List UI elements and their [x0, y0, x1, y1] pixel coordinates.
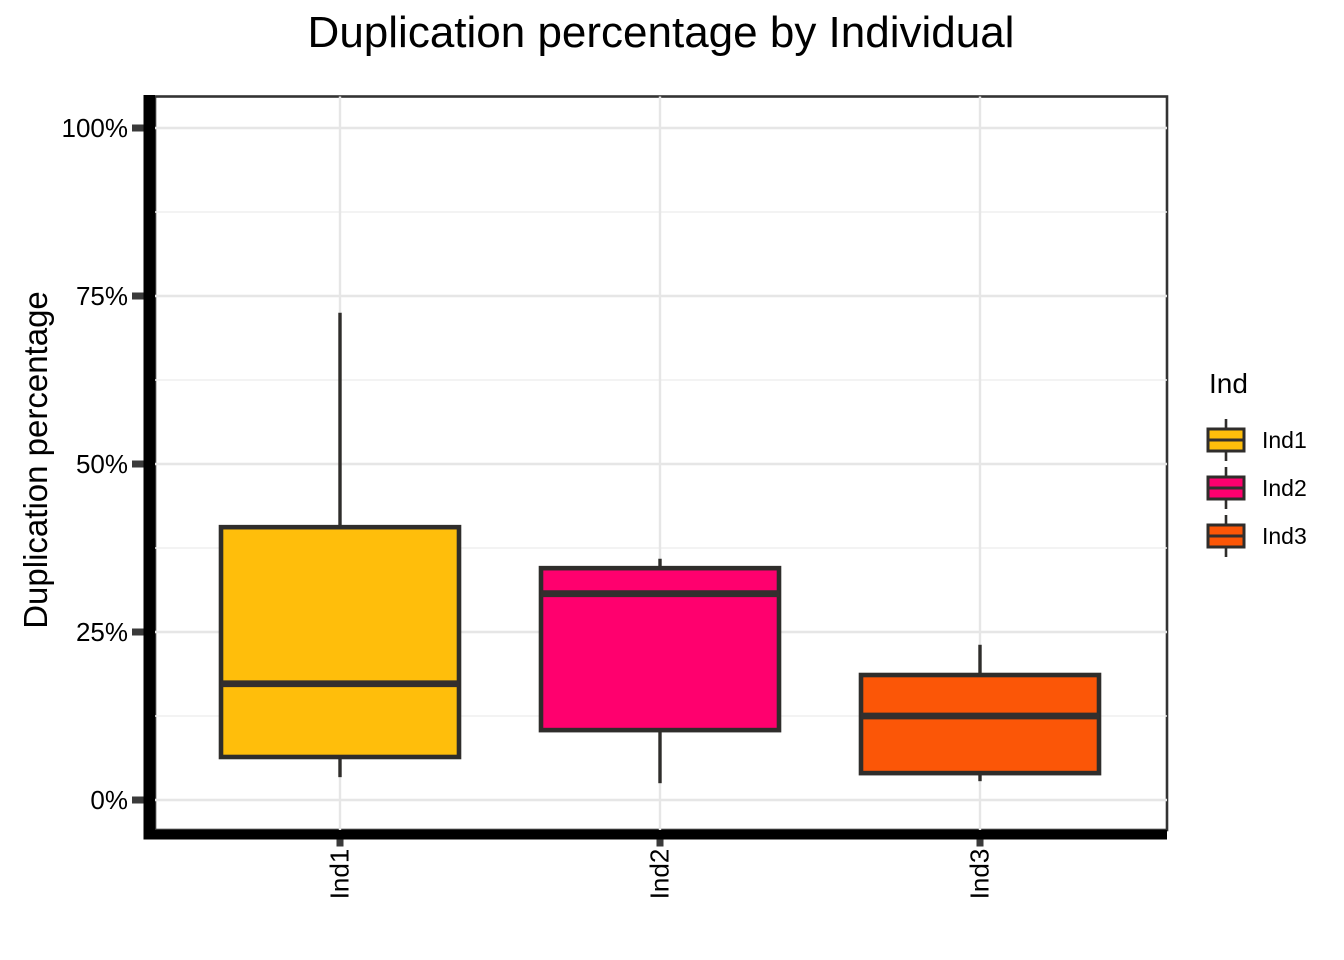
y-axis-line [143, 95, 155, 840]
x-tick-label: Ind1 [324, 848, 355, 900]
y-tick-label: 50% [75, 449, 128, 479]
legend-key-boxplot-icon [1206, 515, 1246, 557]
legend-item-label: Ind3 [1262, 522, 1307, 549]
chart-title: Duplication percentage by Individual [307, 8, 1015, 57]
x-tick-mark [656, 839, 664, 847]
x-tick-mark [336, 839, 344, 847]
y-tick-mark [132, 628, 144, 636]
boxplot-box [538, 565, 782, 733]
y-tick-label: 100% [61, 113, 129, 143]
legend-key-boxplot-icon [1206, 419, 1246, 461]
x-tick-mark [976, 839, 984, 847]
legend-item-label: Ind2 [1262, 474, 1307, 501]
y-tick-mark [132, 124, 144, 132]
legend-title: Ind [1209, 368, 1248, 399]
boxplot-box [218, 524, 462, 760]
x-axis-line [143, 830, 1167, 840]
x-tick-label: Ind2 [644, 848, 675, 900]
x-tick-label: Ind3 [964, 848, 995, 900]
y-tick-label: 75% [75, 281, 128, 311]
y-tick-mark [132, 796, 144, 804]
legend-items: Ind1 Ind2 Ind3 [1203, 416, 1341, 560]
legend-item: Ind2 [1203, 464, 1341, 512]
y-tick-label: 0% [90, 785, 128, 815]
y-tick-mark [132, 460, 144, 468]
y-tick-label: 25% [75, 617, 128, 647]
y-tick-mark [132, 292, 144, 300]
legend-item: Ind3 [1203, 512, 1341, 560]
boxplot-box [858, 672, 1102, 776]
legend-key-boxplot-icon [1206, 467, 1246, 509]
legend-item-label: Ind1 [1262, 426, 1307, 453]
legend-item: Ind1 [1203, 416, 1341, 464]
panel-border [153, 95, 1169, 832]
legend: Ind Ind1 Ind2 Ind3 [1203, 368, 1341, 560]
